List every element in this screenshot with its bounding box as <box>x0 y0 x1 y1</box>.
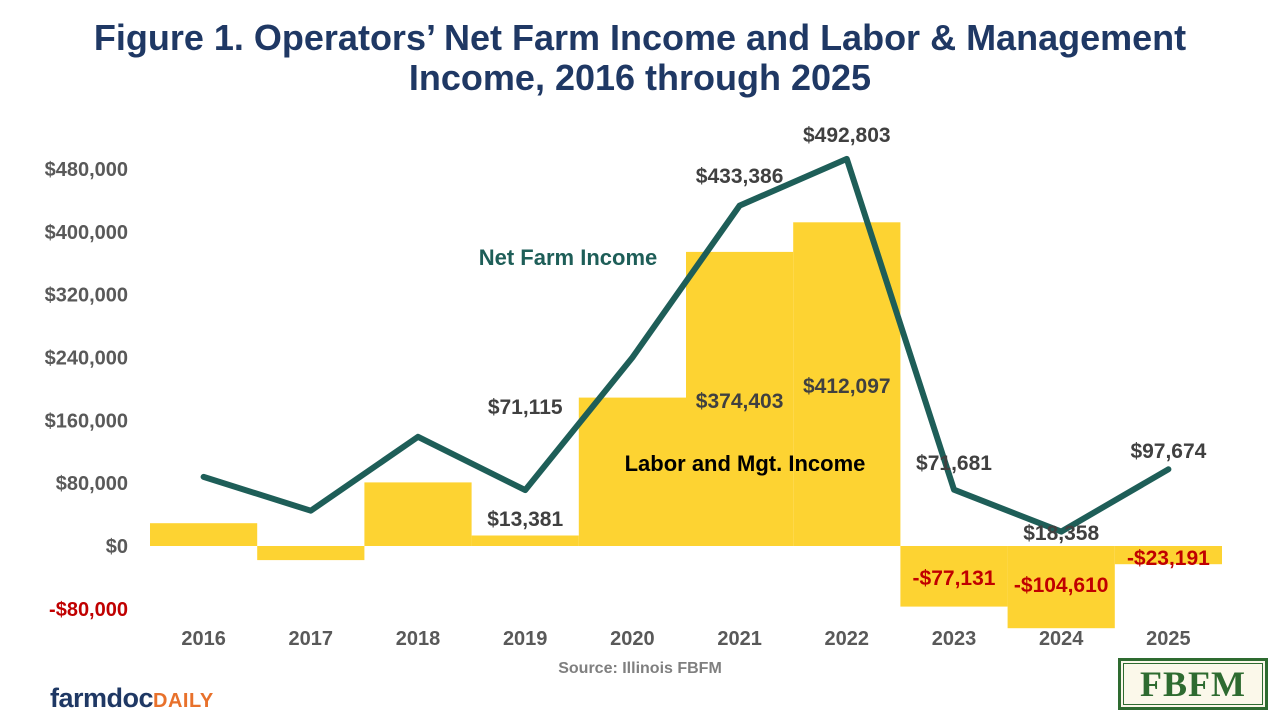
line-data-label-2025: $97,674 <box>1130 440 1206 463</box>
bar-data-label-2021: $374,403 <box>696 390 784 413</box>
farmdoc-daily-logo: farmdocDAILY <box>50 683 214 714</box>
net-farm-income-series-label: Net Farm Income <box>479 245 658 270</box>
y-tick-label: $160,000 <box>45 410 128 432</box>
net-farm-income-line <box>200 155 1172 535</box>
fbfm-logo: FBFM <box>1118 658 1268 710</box>
bar-series <box>150 222 1222 629</box>
chart-title: Figure 1. Operators’ Net Farm Income and… <box>40 18 1240 98</box>
bar-data-label-2024: -$104,610 <box>1014 574 1109 597</box>
line-series <box>200 155 1172 535</box>
data-labels: $13,381 $374,403 $412,097 -$77,131 -$104,610… <box>487 124 1210 597</box>
line-data-label-2021: $433,386 <box>696 165 784 188</box>
y-tick-label: $80,000 <box>56 473 128 495</box>
x-tick-label-2022: 2022 <box>825 628 870 650</box>
x-tick-label-2019: 2019 <box>503 628 548 650</box>
bar-2020 <box>578 397 686 546</box>
x-tick-label-2017: 2017 <box>289 628 334 650</box>
source-note: Source: Illinois FBFM <box>558 660 722 677</box>
x-tick-label-2025: 2025 <box>1146 628 1191 650</box>
line-data-label-2019: $71,115 <box>488 396 563 419</box>
line-data-label-2024: $18,358 <box>1023 522 1099 545</box>
logo-left-accent: DAILY <box>153 690 214 712</box>
line-data-label-2023: $71,681 <box>916 452 992 475</box>
series-annotations: Net Farm Income Labor and Mgt. Income <box>479 245 866 476</box>
x-tick-label-2020: 2020 <box>610 628 655 650</box>
y-tick-label: $400,000 <box>45 222 128 244</box>
x-tick-label-2024: 2024 <box>1039 628 1084 650</box>
bar-data-label-2019: $13,381 <box>487 508 563 531</box>
y-tick-label: $0 <box>106 536 128 558</box>
x-tick-label-2018: 2018 <box>396 628 441 650</box>
bar-data-label-2025: -$23,191 <box>1127 547 1210 570</box>
chart-title-line-1: Figure 1. Operators’ Net Farm Income and… <box>93 17 1187 58</box>
y-tick-label: $480,000 <box>45 159 128 181</box>
y-tick-label: -$80,000 <box>49 599 128 621</box>
chart-title-line-2: Income, 2016 through 2025 <box>408 57 872 98</box>
fbfm-logo-text: FBFM <box>1123 663 1263 705</box>
bar-data-label-2022: $412,097 <box>803 375 891 398</box>
x-axis: 2016 2017 2018 2019 2020 2021 2022 2023 2024 2025 <box>181 628 1190 650</box>
x-tick-label-2016: 2016 <box>181 628 226 650</box>
bar-data-label-2023: -$77,131 <box>913 567 996 590</box>
bar-2016 <box>150 523 258 546</box>
x-tick-label-2023: 2023 <box>932 628 977 650</box>
y-tick-label: $240,000 <box>45 348 128 370</box>
bar-2023 <box>900 546 1008 607</box>
line-data-label-2022: $492,803 <box>803 124 891 147</box>
y-axis: $480,000 $400,000 $320,000 $240,000 $160,000… <box>45 159 128 621</box>
bar-2018 <box>364 482 472 546</box>
bar-2017 <box>257 546 365 561</box>
labor-mgt-income-series-label: Labor and Mgt. Income <box>625 451 866 476</box>
bar-2019 <box>471 535 579 546</box>
x-tick-label-2021: 2021 <box>717 628 762 650</box>
bar-2021 <box>686 251 794 546</box>
logo-left-main: farmdoc <box>50 683 154 713</box>
y-tick-label: $320,000 <box>45 285 128 307</box>
bar-2025 <box>1114 546 1222 565</box>
bar-2024 <box>1007 546 1115 629</box>
